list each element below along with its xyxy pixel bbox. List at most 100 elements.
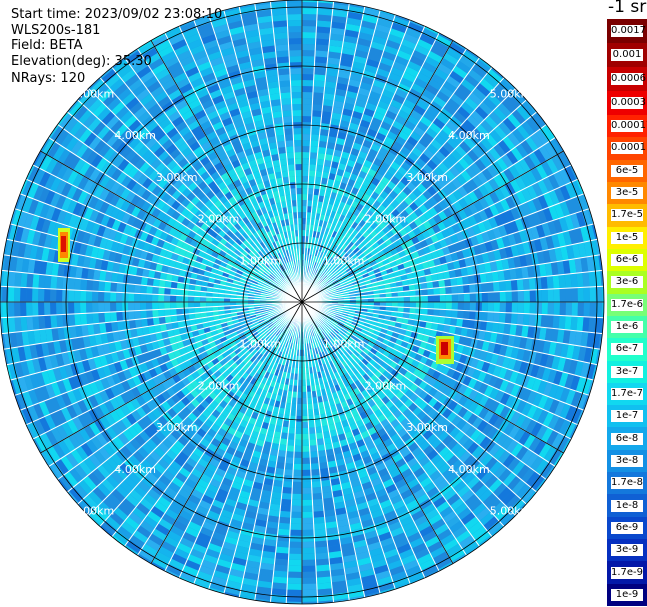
range-gate xyxy=(293,451,302,458)
range-gate xyxy=(457,395,469,407)
range-gate xyxy=(442,375,452,386)
range-gate xyxy=(210,437,221,448)
range-gate xyxy=(354,496,367,505)
range-gate xyxy=(411,446,423,458)
range-gate xyxy=(457,507,472,521)
range-gate xyxy=(583,347,593,364)
range-gate xyxy=(392,576,410,588)
range-gate xyxy=(296,194,302,201)
range-gate xyxy=(309,158,318,165)
range-gate xyxy=(491,322,499,333)
range-gate xyxy=(175,471,188,484)
range-gate xyxy=(350,334,358,341)
range-gate xyxy=(380,473,392,483)
range-gate xyxy=(308,421,316,428)
range-gate xyxy=(351,484,364,494)
range-gate xyxy=(340,353,348,361)
range-gate xyxy=(458,534,475,549)
range-gate xyxy=(353,458,365,468)
range-gate xyxy=(260,489,272,498)
range-gate xyxy=(331,359,338,367)
range-gate xyxy=(416,410,427,421)
range-gate xyxy=(291,397,297,404)
range-gate xyxy=(323,329,329,336)
range-gate xyxy=(521,467,535,484)
range-gate xyxy=(413,467,426,479)
range-gate xyxy=(302,451,311,458)
range-gate xyxy=(289,56,302,63)
range-gate xyxy=(332,337,339,344)
range-gate xyxy=(342,554,357,563)
range-gate xyxy=(171,476,185,489)
range-gate xyxy=(368,471,381,482)
range-gate xyxy=(520,416,532,431)
range-gate xyxy=(406,457,419,469)
range-gate xyxy=(336,309,344,313)
range-gate xyxy=(374,570,391,581)
range-gate xyxy=(326,355,332,363)
range-gate xyxy=(420,314,428,322)
range-gate xyxy=(104,312,112,323)
range-gate xyxy=(325,527,339,535)
range-gate xyxy=(539,462,554,479)
range-gate xyxy=(235,545,250,555)
range-gate xyxy=(224,431,234,441)
range-gate xyxy=(393,423,404,434)
range-gate xyxy=(282,390,288,397)
range-gate xyxy=(370,451,381,461)
range-gate xyxy=(164,569,180,578)
range-gate xyxy=(516,313,524,326)
range-gate xyxy=(302,403,308,410)
range-gate xyxy=(353,490,366,500)
range-gate xyxy=(598,333,603,350)
range-gate xyxy=(321,315,328,320)
range-gate xyxy=(14,286,21,302)
range-gate xyxy=(364,421,374,431)
range-gate xyxy=(558,315,566,330)
range-gate xyxy=(302,439,310,446)
range-gate xyxy=(559,403,571,420)
range-gate xyxy=(497,322,505,334)
range-gate xyxy=(302,158,310,165)
range-gate xyxy=(290,403,297,410)
range-gate xyxy=(152,294,159,302)
range-gate xyxy=(446,543,463,557)
range-gate xyxy=(528,313,536,327)
range-gate xyxy=(226,492,239,502)
range-gate xyxy=(429,329,437,338)
range-gate xyxy=(104,291,111,302)
range-gate xyxy=(333,598,350,603)
range-gate xyxy=(274,128,285,137)
range-gate xyxy=(171,553,188,566)
range-gate xyxy=(141,543,158,557)
range-gate xyxy=(278,80,291,88)
range-gate xyxy=(158,309,165,318)
range-gate xyxy=(563,421,577,439)
range-gate xyxy=(293,379,298,386)
range-gate xyxy=(354,379,362,388)
range-gate xyxy=(394,537,410,549)
range-gate xyxy=(379,537,395,548)
range-gate xyxy=(386,442,397,453)
ray-gap xyxy=(285,301,303,604)
range-gate xyxy=(191,489,204,500)
range-gate xyxy=(455,530,472,544)
range-gate xyxy=(302,535,315,542)
range-gate xyxy=(378,447,389,458)
range-gate xyxy=(364,334,372,341)
range-gate xyxy=(446,411,458,423)
range-gate xyxy=(216,488,229,499)
range-gate xyxy=(258,568,274,577)
range-gate xyxy=(576,409,584,425)
range-gate xyxy=(534,458,549,475)
range-gate xyxy=(272,20,288,28)
range-gate xyxy=(354,371,363,380)
range-gate xyxy=(450,497,465,511)
range-gate xyxy=(320,419,329,427)
range-gate xyxy=(479,320,487,332)
range-gate xyxy=(458,467,472,481)
range-gate xyxy=(80,278,88,291)
range-gate xyxy=(478,350,488,362)
range-gate xyxy=(346,316,354,322)
range-gate xyxy=(376,358,385,367)
